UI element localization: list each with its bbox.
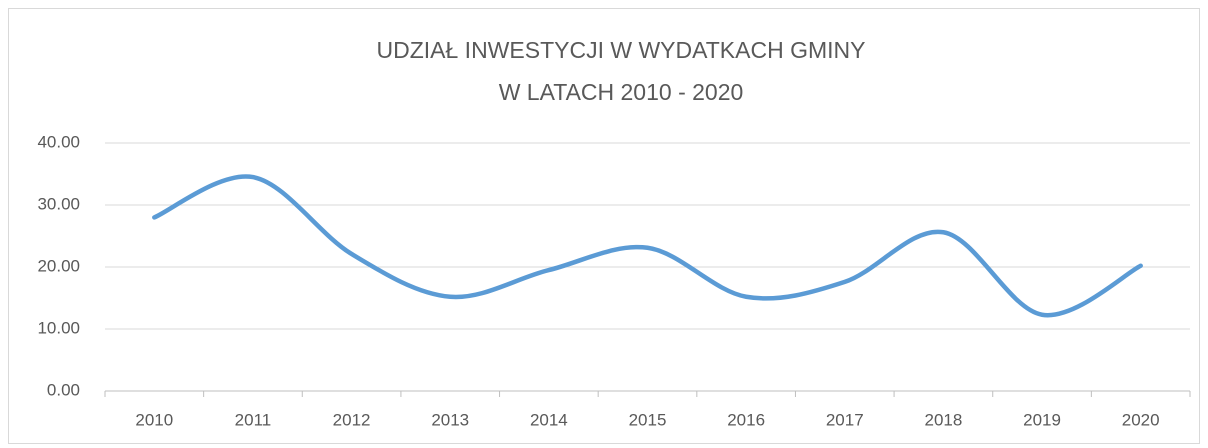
x-tick-label: 2019: [1023, 410, 1061, 429]
y-tick-label: 20.00: [37, 256, 80, 275]
y-tick-label: 10.00: [37, 318, 80, 337]
x-tick-label: 2016: [727, 410, 765, 429]
y-tick-label: 30.00: [37, 194, 80, 213]
x-tick-label: 2013: [431, 410, 469, 429]
chart-title: W LATACH 2010 - 2020: [499, 79, 744, 105]
line-series: [152, 174, 1143, 318]
x-tick-label: 2014: [530, 410, 568, 429]
x-tick-label: 2010: [135, 410, 173, 429]
x-tick-label: 2017: [826, 410, 864, 429]
y-tick-label: 40.00: [37, 132, 80, 151]
y-tick-label: 0.00: [47, 380, 80, 399]
chart-title: UDZIAŁ INWESTYCJI W WYDATKACH GMINY: [377, 37, 866, 63]
x-tick-label: 2020: [1122, 410, 1160, 429]
x-tick-label: 2011: [235, 410, 272, 429]
x-tick-label: 2015: [629, 410, 667, 429]
x-tick-label: 2012: [333, 410, 371, 429]
x-tick-label: 2018: [924, 410, 962, 429]
chart-frame: [8, 8, 1200, 444]
